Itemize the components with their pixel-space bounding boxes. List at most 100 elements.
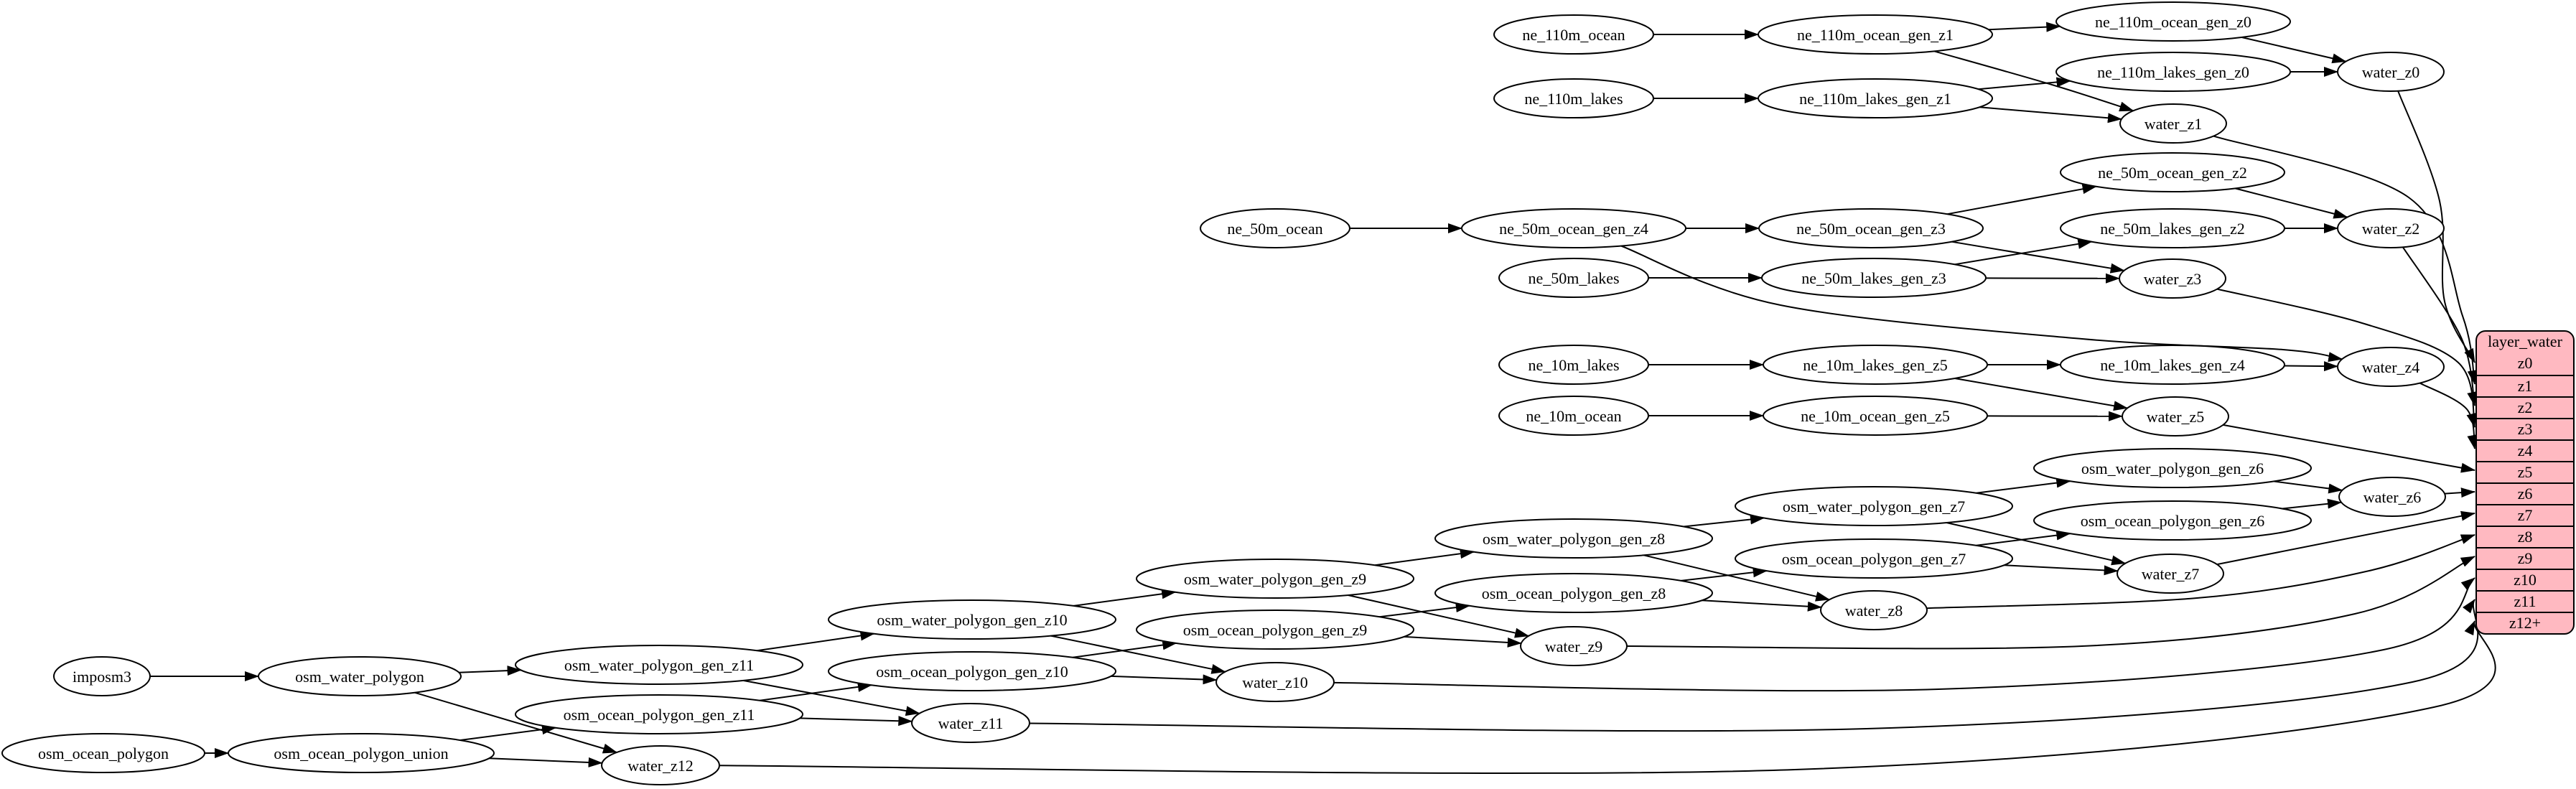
osm_water_polygon-label: osm_water_polygon xyxy=(295,668,424,686)
osm_ocean_polygon_gen_z6-ellipse xyxy=(2033,500,2312,541)
water_z4-label: water_z4 xyxy=(2362,358,2420,376)
edge-osm_ocean_polygon_gen_z11-to-water_z11 xyxy=(799,716,913,727)
ne_50m_lakes_gen_z3-ellipse xyxy=(1761,258,1987,298)
table-row-z0: z0 xyxy=(2517,354,2533,372)
table-title: layer_water xyxy=(2488,332,2562,350)
ne_10m_lakes_gen_z5-ellipse xyxy=(1763,345,1988,385)
ne_10m_ocean_gen_z5-ellipse xyxy=(1763,396,1988,436)
edge-ne_50m_ocean_gen_z4-to-water_z4 xyxy=(1620,245,2343,363)
node-ne_10m_ocean_gen_z5: ne_10m_ocean_gen_z5 xyxy=(1763,396,1988,436)
layer-water-table: layer_water z0 z1 z2 z3 z4 z5 z6 z7 z8 z9 z10 z11 z1… xyxy=(2475,330,2575,635)
edge-water_z9-to-row-z9 xyxy=(1626,556,2475,650)
ne_50m_lakes_gen_z2-label: ne_50m_lakes_gen_z2 xyxy=(2100,220,2245,238)
node-ne_10m_lakes: ne_10m_lakes xyxy=(1498,345,1649,385)
node-ne_50m_ocean: ne_50m_ocean xyxy=(1200,208,1350,248)
water_z9-ellipse xyxy=(1520,626,1628,666)
node-osm_ocean_polygon_gen_z11: osm_ocean_polygon_gen_z11 xyxy=(515,694,803,734)
ne_10m_ocean-label: ne_10m_ocean xyxy=(1526,407,1621,425)
edge-osm_water_polygon_gen_z8-to-water_z8 xyxy=(1643,554,1831,602)
osm_water_polygon_gen_z7-label: osm_water_polygon_gen_z7 xyxy=(1783,498,1965,515)
edge-osm_ocean_polygon_gen_z7-to-water_z7 xyxy=(2004,564,2119,576)
edge-osm_ocean_polygon_gen_z7-to-osm_ocean_polygon_gen_z6 xyxy=(1976,530,2071,546)
nodes-layer: ne_110m_ocean ne_110m_ocean_gen_z1 ne_110m… xyxy=(1,1,2446,785)
osm_ocean_polygon-label: osm_ocean_polygon xyxy=(38,744,169,762)
osm_ocean_polygon_gen_z6-label: osm_ocean_polygon_gen_z6 xyxy=(2081,512,2265,530)
node-water_z4: water_z4 xyxy=(2337,347,2445,387)
osm_water_polygon_gen_z10-ellipse xyxy=(828,599,1116,640)
table-rows: z0 z1 z2 z3 z4 z5 z6 z7 z8 z9 z10 z11 z12+ xyxy=(2477,353,2573,633)
edge-water_z6-to-row-z6 xyxy=(2444,487,2475,498)
node-water_z0: water_z0 xyxy=(2337,52,2445,92)
node-osm_ocean_polygon: osm_ocean_polygon xyxy=(1,733,205,773)
water_z7-label: water_z7 xyxy=(2142,565,2200,583)
node-water_z5: water_z5 xyxy=(2122,396,2229,436)
ne_50m_ocean_gen_z4-label: ne_50m_ocean_gen_z4 xyxy=(1499,220,1648,238)
water_z10-label: water_z10 xyxy=(1242,673,1308,691)
ne_10m_lakes_gen_z5-label: ne_10m_lakes_gen_z5 xyxy=(1803,356,1948,374)
node-water_z12: water_z12 xyxy=(601,745,720,785)
node-ne_50m_ocean_gen_z4: ne_50m_ocean_gen_z4 xyxy=(1461,208,1686,248)
edge-osm_ocean_polygon_gen_z8-to-osm_ocean_polygon_gen_z7 xyxy=(1681,567,1768,582)
edge-water_z3-to-row-z3 xyxy=(2216,288,2477,428)
ne_10m_lakes_gen_z4-ellipse xyxy=(2060,345,2285,385)
ne_50m_ocean_gen_z3-ellipse xyxy=(1758,208,1984,248)
osm_ocean_polygon_gen_z8-label: osm_ocean_polygon_gen_z8 xyxy=(1482,584,1666,602)
osm_water_polygon_gen_z6-label: osm_water_polygon_gen_z6 xyxy=(2081,459,2264,477)
node-ne_110m_lakes_gen_z1: ne_110m_lakes_gen_z1 xyxy=(1758,78,1993,118)
osm_ocean_polygon_gen_z11-label: osm_ocean_polygon_gen_z11 xyxy=(564,706,755,724)
edge-osm_ocean_polygon_gen_z11-to-osm_ocean_polygon_gen_z10 xyxy=(759,681,872,701)
water_z3-ellipse xyxy=(2119,258,2226,299)
node-water_z1: water_z1 xyxy=(2119,103,2227,144)
edge-ne_10m_lakes_gen_z5-to-water_z5 xyxy=(1954,378,2129,411)
edge-osm_water_polygon_gen_z9-to-water_z9 xyxy=(1348,594,1530,638)
osm_water_polygon_gen_z9-label: osm_water_polygon_gen_z9 xyxy=(1184,570,1366,588)
edge-osm_ocean_polygon_union-to-osm_ocean_polygon_gen_z11 xyxy=(459,724,556,741)
water_z3-label: water_z3 xyxy=(2144,270,2202,288)
water_z9-label: water_z9 xyxy=(1545,638,1603,655)
osm_ocean_polygon-ellipse xyxy=(1,733,205,773)
imposm3-ellipse xyxy=(53,656,151,696)
ne_10m_ocean-ellipse xyxy=(1498,396,1649,436)
water_z8-label: water_z8 xyxy=(1845,602,1903,620)
water_z6-ellipse xyxy=(2338,477,2446,517)
water_z1-ellipse xyxy=(2119,103,2227,144)
node-osm_water_polygon_gen_z9: osm_water_polygon_gen_z9 xyxy=(1136,559,1414,599)
edge-osm_water_polygon_gen_z10-to-water_z10 xyxy=(1050,635,1226,674)
edges-layer xyxy=(150,22,2496,774)
node-osm_water_polygon_gen_z7: osm_water_polygon_gen_z7 xyxy=(1735,486,2013,526)
ne_50m_ocean_gen_z2-label: ne_50m_ocean_gen_z2 xyxy=(2098,164,2247,182)
osm_water_polygon_gen_z11-ellipse xyxy=(515,645,803,685)
edge-ne_10m_lakes_gen_z4-to-water_z4 xyxy=(2284,361,2338,372)
ne_110m_lakes_gen_z1-ellipse xyxy=(1758,78,1993,118)
edge-osm_water_polygon_gen_z6-to-water_z6 xyxy=(2273,480,2343,494)
osm_water_polygon_gen_z8-ellipse xyxy=(1434,518,1713,559)
edge-water_z12-to-row-z12+ xyxy=(719,620,2496,774)
water_z5-ellipse xyxy=(2122,396,2229,436)
table-row-z9: z9 xyxy=(2477,547,2573,569)
edge-osm_water_polygon_gen_z9-to-osm_water_polygon_gen_z8 xyxy=(1374,548,1475,566)
water_z10-ellipse xyxy=(1215,662,1335,702)
table-row-z12+: z12+ xyxy=(2477,612,2573,633)
ne_50m_ocean_gen_z4-ellipse xyxy=(1461,208,1686,248)
node-water_z9: water_z9 xyxy=(1520,626,1628,666)
node-water_z10: water_z10 xyxy=(1215,662,1335,702)
water_z5-label: water_z5 xyxy=(2147,408,2205,426)
node-osm_water_polygon_gen_z11: osm_water_polygon_gen_z11 xyxy=(515,645,803,685)
edge-water_z2-to-row-z2 xyxy=(2402,246,2478,406)
edge-ne_50m_lakes_gen_z3-to-ne_50m_lakes_gen_z2 xyxy=(1954,238,2093,266)
edge-ne_110m_ocean_gen_z0-to-water_z0 xyxy=(2241,36,2347,64)
ne_50m_ocean-ellipse xyxy=(1200,208,1350,248)
edge-water_z11-to-row-z11 xyxy=(1029,599,2479,732)
table-row-z5: z5 xyxy=(2477,461,2573,482)
ne_50m_ocean-label: ne_50m_ocean xyxy=(1227,220,1322,238)
osm_water_polygon_gen_z6-ellipse xyxy=(2033,448,2312,488)
node-osm_ocean_polygon_gen_z7: osm_ocean_polygon_gen_z7 xyxy=(1735,538,2013,579)
node-osm_ocean_polygon_gen_z9: osm_ocean_polygon_gen_z9 xyxy=(1136,610,1414,650)
water_z7-ellipse xyxy=(2117,554,2224,594)
table-row-z8: z8 xyxy=(2477,526,2573,547)
node-ne_110m_lakes: ne_110m_lakes xyxy=(1493,78,1654,118)
node-osm_ocean_polygon_gen_z8: osm_ocean_polygon_gen_z8 xyxy=(1434,573,1713,613)
osm_ocean_polygon_gen_z10-label: osm_ocean_polygon_gen_z10 xyxy=(876,663,1068,681)
